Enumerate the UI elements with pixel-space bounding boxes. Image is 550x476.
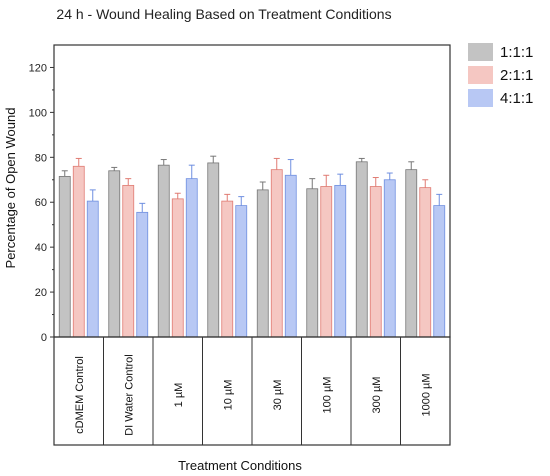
bar: [306, 188, 319, 338]
bar: [355, 161, 368, 338]
bar: [185, 178, 198, 338]
category-label: 1000 µM: [420, 373, 432, 416]
legend-label: 2:1:1: [500, 67, 533, 84]
bar: [221, 200, 234, 338]
bar: [405, 169, 418, 338]
y-tick-label: 120: [29, 62, 47, 74]
x-axis-title: Treatment Conditions: [178, 458, 302, 473]
bar: [334, 184, 347, 338]
category-label: 300 µM: [371, 377, 383, 414]
bar: [383, 179, 396, 338]
y-tick-label: 20: [35, 287, 47, 299]
bar: [320, 186, 333, 338]
bar: [108, 170, 121, 338]
bar: [72, 165, 85, 338]
bar: [284, 174, 297, 338]
legend-label: 4:1:1: [500, 90, 533, 107]
category-label: 100 µM: [321, 377, 333, 414]
y-axis-title: Percentage of Open Wound: [3, 108, 18, 269]
bar: [86, 200, 99, 338]
legend-label: 1:1:1: [500, 44, 533, 61]
bar: [433, 205, 446, 338]
bar: [171, 198, 184, 338]
category-label: 1 µM: [173, 383, 185, 408]
legend-swatch: [468, 89, 493, 107]
bar: [157, 164, 170, 338]
legend: 1:1:1 2:1:1 4:1:1: [468, 43, 533, 107]
bar: [419, 187, 432, 338]
bar: [58, 175, 71, 338]
y-tick-label: 0: [41, 332, 47, 344]
category-label-table: cDMEM Control DI Water Control 1 µM 10 µM 30…: [53, 336, 451, 446]
bar: [369, 186, 382, 338]
bar: [136, 211, 149, 338]
y-tick-label: 40: [35, 242, 47, 254]
bar: [256, 189, 269, 338]
chart-title: 24 h - Wound Healing Based on Treatment …: [56, 6, 391, 22]
plot-area: 0 20 40 60 80 100 120: [29, 44, 451, 344]
bar: [270, 169, 283, 338]
bar: [122, 184, 135, 338]
legend-swatch: [468, 66, 493, 84]
y-tick-label: 100: [29, 107, 47, 119]
y-tick-label: 80: [35, 152, 47, 164]
legend-swatch: [468, 43, 493, 61]
category-label: cDMEM Control: [74, 356, 86, 434]
category-label: 30 µM: [272, 380, 284, 411]
bar: [207, 162, 220, 338]
category-label: DI Water Control: [123, 354, 135, 436]
y-tick-label: 60: [35, 197, 47, 209]
category-label: 10 µM: [222, 380, 234, 411]
bar: [235, 205, 248, 338]
